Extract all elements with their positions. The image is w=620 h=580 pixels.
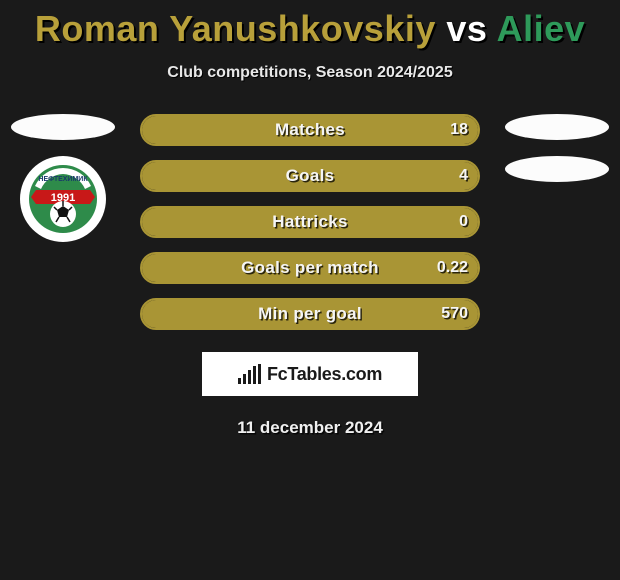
player2-club-badge-placeholder xyxy=(505,156,609,182)
stat-label: Min per goal xyxy=(258,304,362,324)
player1-club-badge: НЕФТЕХИМИК 1991 xyxy=(20,156,106,242)
club-badge-graphic: НЕФТЕХИМИК 1991 xyxy=(28,164,98,234)
stat-label: Matches xyxy=(275,120,345,140)
watermark-text: FcTables.com xyxy=(267,364,382,385)
right-player-column xyxy=(502,114,612,182)
player1-avatar-placeholder xyxy=(11,114,115,140)
svg-text:НЕФТЕХИМИК: НЕФТЕХИМИК xyxy=(38,176,88,183)
stats-table: Matches 18 Goals 4 Hattricks 0 Goals per match… xyxy=(140,114,480,330)
comparison-infographic: Roman Yanushkovskiy vs Aliev Club compet… xyxy=(0,0,620,580)
stat-value-right: 0.22 xyxy=(437,259,468,277)
stat-label: Goals per match xyxy=(241,258,379,278)
subtitle: Club competitions, Season 2024/2025 xyxy=(0,64,620,82)
stat-value-right: 570 xyxy=(441,305,468,323)
title-player2: Aliev xyxy=(497,8,586,49)
page-title: Roman Yanushkovskiy vs Aliev xyxy=(0,0,620,50)
stat-label: Hattricks xyxy=(272,212,347,232)
left-player-column: НЕФТЕХИМИК 1991 xyxy=(8,114,118,242)
title-vs: vs xyxy=(436,8,497,49)
content-area: НЕФТЕХИМИК 1991 Matches 18 Goals 4 Hattricks… xyxy=(0,114,620,330)
bar-chart-icon xyxy=(238,364,261,384)
stat-value-right: 4 xyxy=(459,167,468,185)
title-player1: Roman Yanushkovskiy xyxy=(35,8,436,49)
club-badge-svg: НЕФТЕХИМИК 1991 xyxy=(28,164,98,234)
stat-value-right: 0 xyxy=(459,213,468,231)
stat-value-right: 18 xyxy=(450,121,468,139)
stat-row: Hattricks 0 xyxy=(140,206,480,238)
stat-row: Min per goal 570 xyxy=(140,298,480,330)
snapshot-date: 11 december 2024 xyxy=(0,418,620,438)
stat-label: Goals xyxy=(286,166,335,186)
stat-row: Goals per match 0.22 xyxy=(140,252,480,284)
stat-row: Goals 4 xyxy=(140,160,480,192)
source-watermark: FcTables.com xyxy=(202,352,418,396)
player2-avatar-placeholder xyxy=(505,114,609,140)
stat-row: Matches 18 xyxy=(140,114,480,146)
